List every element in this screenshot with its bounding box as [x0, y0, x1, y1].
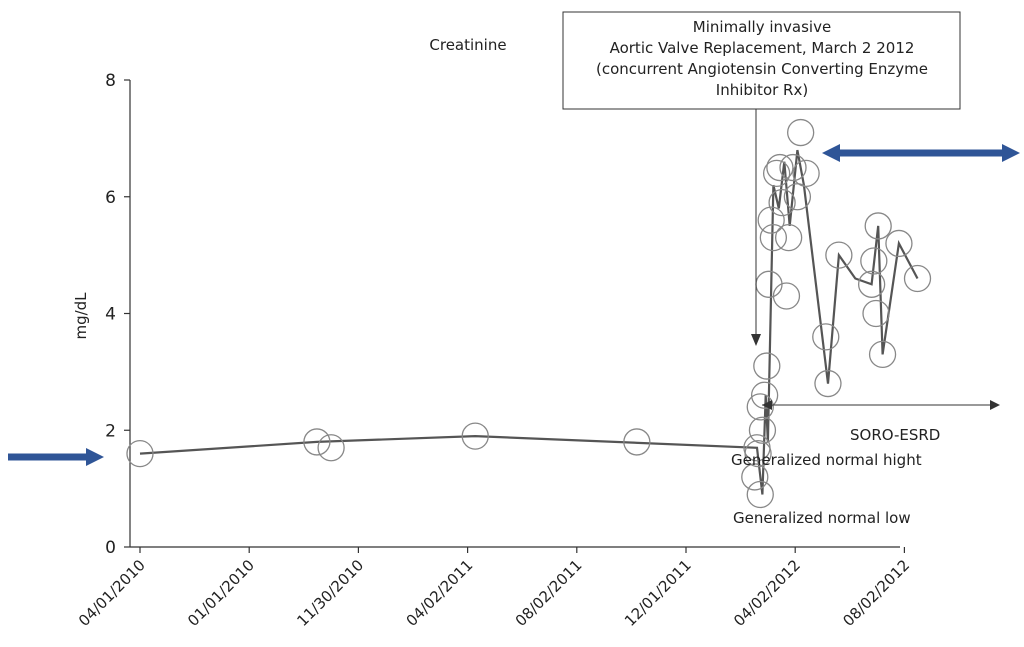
y-ticks: 0 2 4 6 8 [105, 71, 130, 558]
event-box-line-4: Inhibitor Rx) [716, 81, 808, 99]
x-tick-label-4: 08/02/2011 [512, 556, 586, 630]
event-box-line-3: (concurrent Angiotensin Converting Enzym… [596, 60, 928, 78]
chart-title: Creatinine [429, 36, 506, 54]
event-box-line-1: Minimally invasive [693, 18, 831, 36]
data-point-12 [753, 352, 781, 380]
data-point-8 [744, 439, 772, 468]
data-point-1 [303, 428, 331, 456]
x-tick-label-7: 08/02/2012 [839, 556, 913, 630]
data-point-21 [779, 153, 807, 182]
data-point-32 [868, 340, 897, 369]
blue-arrow-left [8, 448, 104, 466]
data-point-3 [461, 422, 489, 450]
normal-high-label: Generalized normal hight [731, 451, 922, 469]
data-point-4 [623, 428, 651, 456]
soro-arrow-head [990, 400, 1000, 410]
data-point-9 [748, 416, 777, 444]
data-point-31 [864, 212, 892, 240]
data-point-26 [814, 369, 842, 398]
series-polyline [139, 149, 919, 495]
series-points [126, 118, 932, 509]
blue-arrow-right-head-right [1002, 144, 1020, 162]
data-point-20 [774, 223, 803, 252]
soro-esrd-label: SORO-ESRD [850, 426, 940, 444]
y-tick-label-3: 6 [105, 188, 116, 208]
data-point-16 [762, 159, 791, 188]
blue-arrow-left-head [86, 448, 104, 466]
data-point-30 [862, 299, 890, 328]
data-point-14 [759, 223, 788, 252]
y-tick-label-4: 8 [105, 71, 116, 91]
data-point-11 [750, 381, 779, 409]
x-tick-label-6: 04/02/2012 [730, 556, 804, 630]
data-point-17 [766, 153, 794, 182]
x-tick-label-0: 04/01/2010 [75, 556, 149, 630]
event-annotation: Minimally invasive Aortic Valve Replacem… [562, 11, 961, 346]
data-point-27 [825, 241, 853, 269]
x-tick-label-1: 01/01/2010 [184, 556, 258, 630]
y-axis-label: mg/dL [72, 292, 90, 340]
data-point-6 [741, 463, 769, 491]
x-tick-label-5: 12/01/2011 [621, 556, 695, 630]
soro-esrd-annotation: SORO-ESRD [762, 400, 1000, 444]
axes [129, 80, 900, 548]
x-tick-label-3: 04/02/2011 [403, 556, 477, 630]
event-pointer-arrowhead [751, 334, 761, 346]
data-point-13 [755, 270, 783, 298]
data-point-28 [857, 270, 886, 298]
data-point-34 [903, 264, 932, 293]
data-point-0 [126, 439, 154, 468]
data-point-25 [812, 323, 840, 351]
data-point-2 [317, 434, 345, 462]
soro-arrow-tail [762, 400, 772, 410]
data-point-33 [885, 229, 913, 258]
data-point-15 [757, 206, 785, 234]
blue-arrow-right-head-left [822, 144, 840, 162]
data-point-23 [787, 118, 815, 147]
x-ticks: 04/01/2010 01/01/2010 11/30/2010 04/02/2011… [75, 547, 913, 630]
y-tick-label-2: 4 [105, 305, 116, 325]
data-point-18 [768, 188, 796, 217]
data-point-29 [860, 247, 888, 275]
data-point-10 [746, 393, 774, 421]
y-tick-label-1: 2 [105, 421, 116, 441]
blue-arrow-right [822, 144, 1020, 162]
series-line [139, 149, 919, 495]
normal-low-label: Generalized normal low [733, 509, 911, 527]
event-box [562, 11, 961, 110]
data-point-19 [772, 282, 801, 310]
x-tick-label-2: 11/30/2010 [293, 556, 367, 630]
data-point-24 [792, 159, 820, 188]
data-point-7 [746, 480, 774, 509]
event-box-line-2: Aortic Valve Replacement, March 2 2012 [610, 39, 915, 57]
y-tick-label-0: 0 [105, 538, 116, 558]
